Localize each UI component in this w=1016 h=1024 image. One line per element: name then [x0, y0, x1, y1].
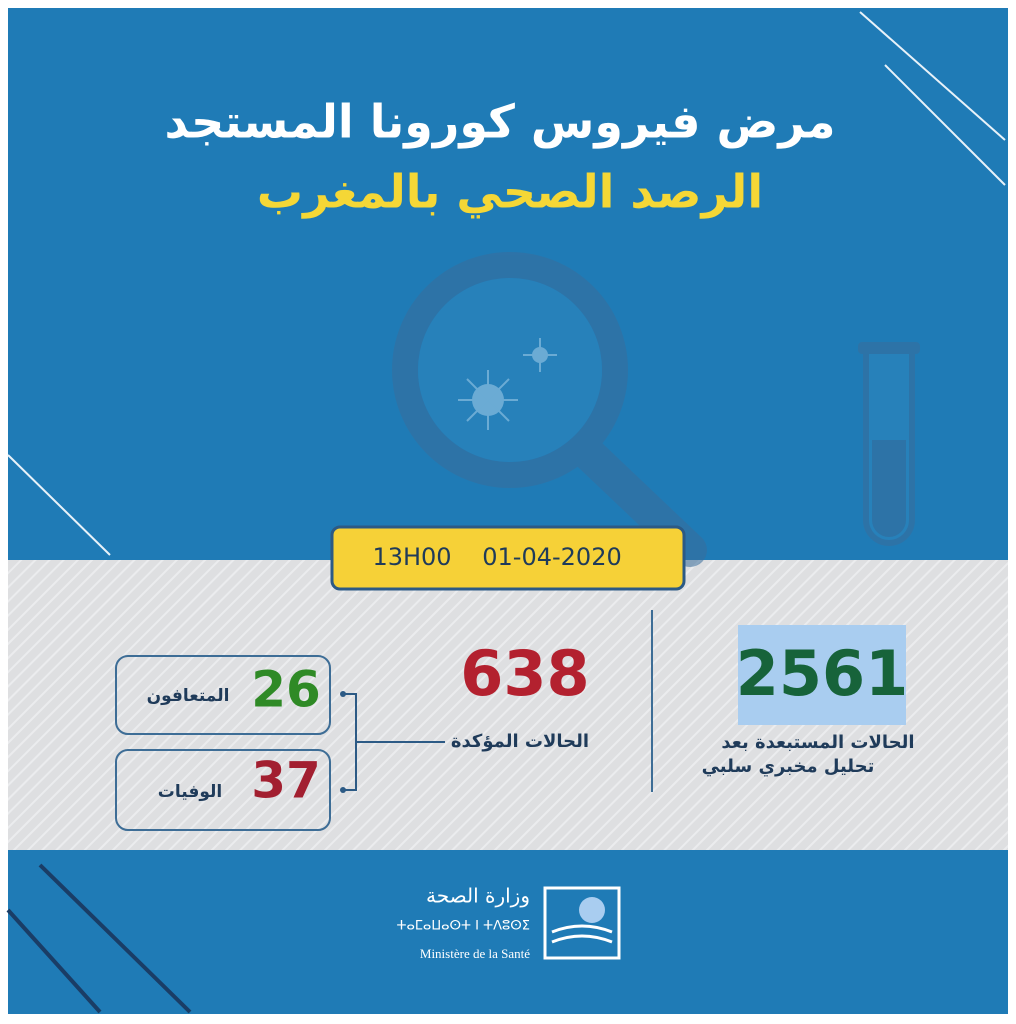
- deaths-label: الوفيات: [158, 782, 222, 802]
- ministry-tz: ⵜⴰⵎⴰⵡⴰⵙⵜ ⵏ ⵜⴷⵓⵙⵉ: [396, 919, 530, 934]
- ministry-ar: وزارة الصحة: [426, 884, 530, 908]
- deaths-value: 37: [251, 752, 321, 810]
- recovered-value: 26: [251, 661, 321, 719]
- excluded-value: 2561: [736, 637, 909, 710]
- confirmed-value: 638: [460, 637, 589, 710]
- bracket: [343, 693, 445, 791]
- date-box: [330, 525, 686, 591]
- deaths-box: [115, 749, 331, 831]
- recovered-label: المتعافون: [147, 686, 230, 706]
- background: [8, 8, 1008, 1014]
- decor-lines-bottom: [6, 863, 192, 1014]
- confirmed-label: الحالات المؤكدة: [451, 731, 589, 752]
- test-tube-icon: [858, 342, 920, 546]
- bracket-dot: [340, 787, 346, 793]
- subtitle: الرصد الصحي بالمغرب: [257, 165, 763, 219]
- title: مرض فيروس كورونا المستجد: [165, 95, 836, 149]
- highlight: [738, 625, 906, 725]
- bracket-dot: [340, 691, 346, 697]
- ministry-fr: Ministère de la Santé: [420, 946, 530, 961]
- ministry-logo: [543, 886, 621, 960]
- date-value: 01-04-2020: [482, 543, 621, 571]
- recovered-box: [115, 655, 331, 735]
- date-time: 13H00: [372, 543, 451, 571]
- excluded-label: الحالات المستبعدة بعد: [721, 732, 914, 753]
- excluded-label: تحليل مخبري سلبي: [702, 756, 875, 777]
- decor-lines: [7, 11, 1006, 556]
